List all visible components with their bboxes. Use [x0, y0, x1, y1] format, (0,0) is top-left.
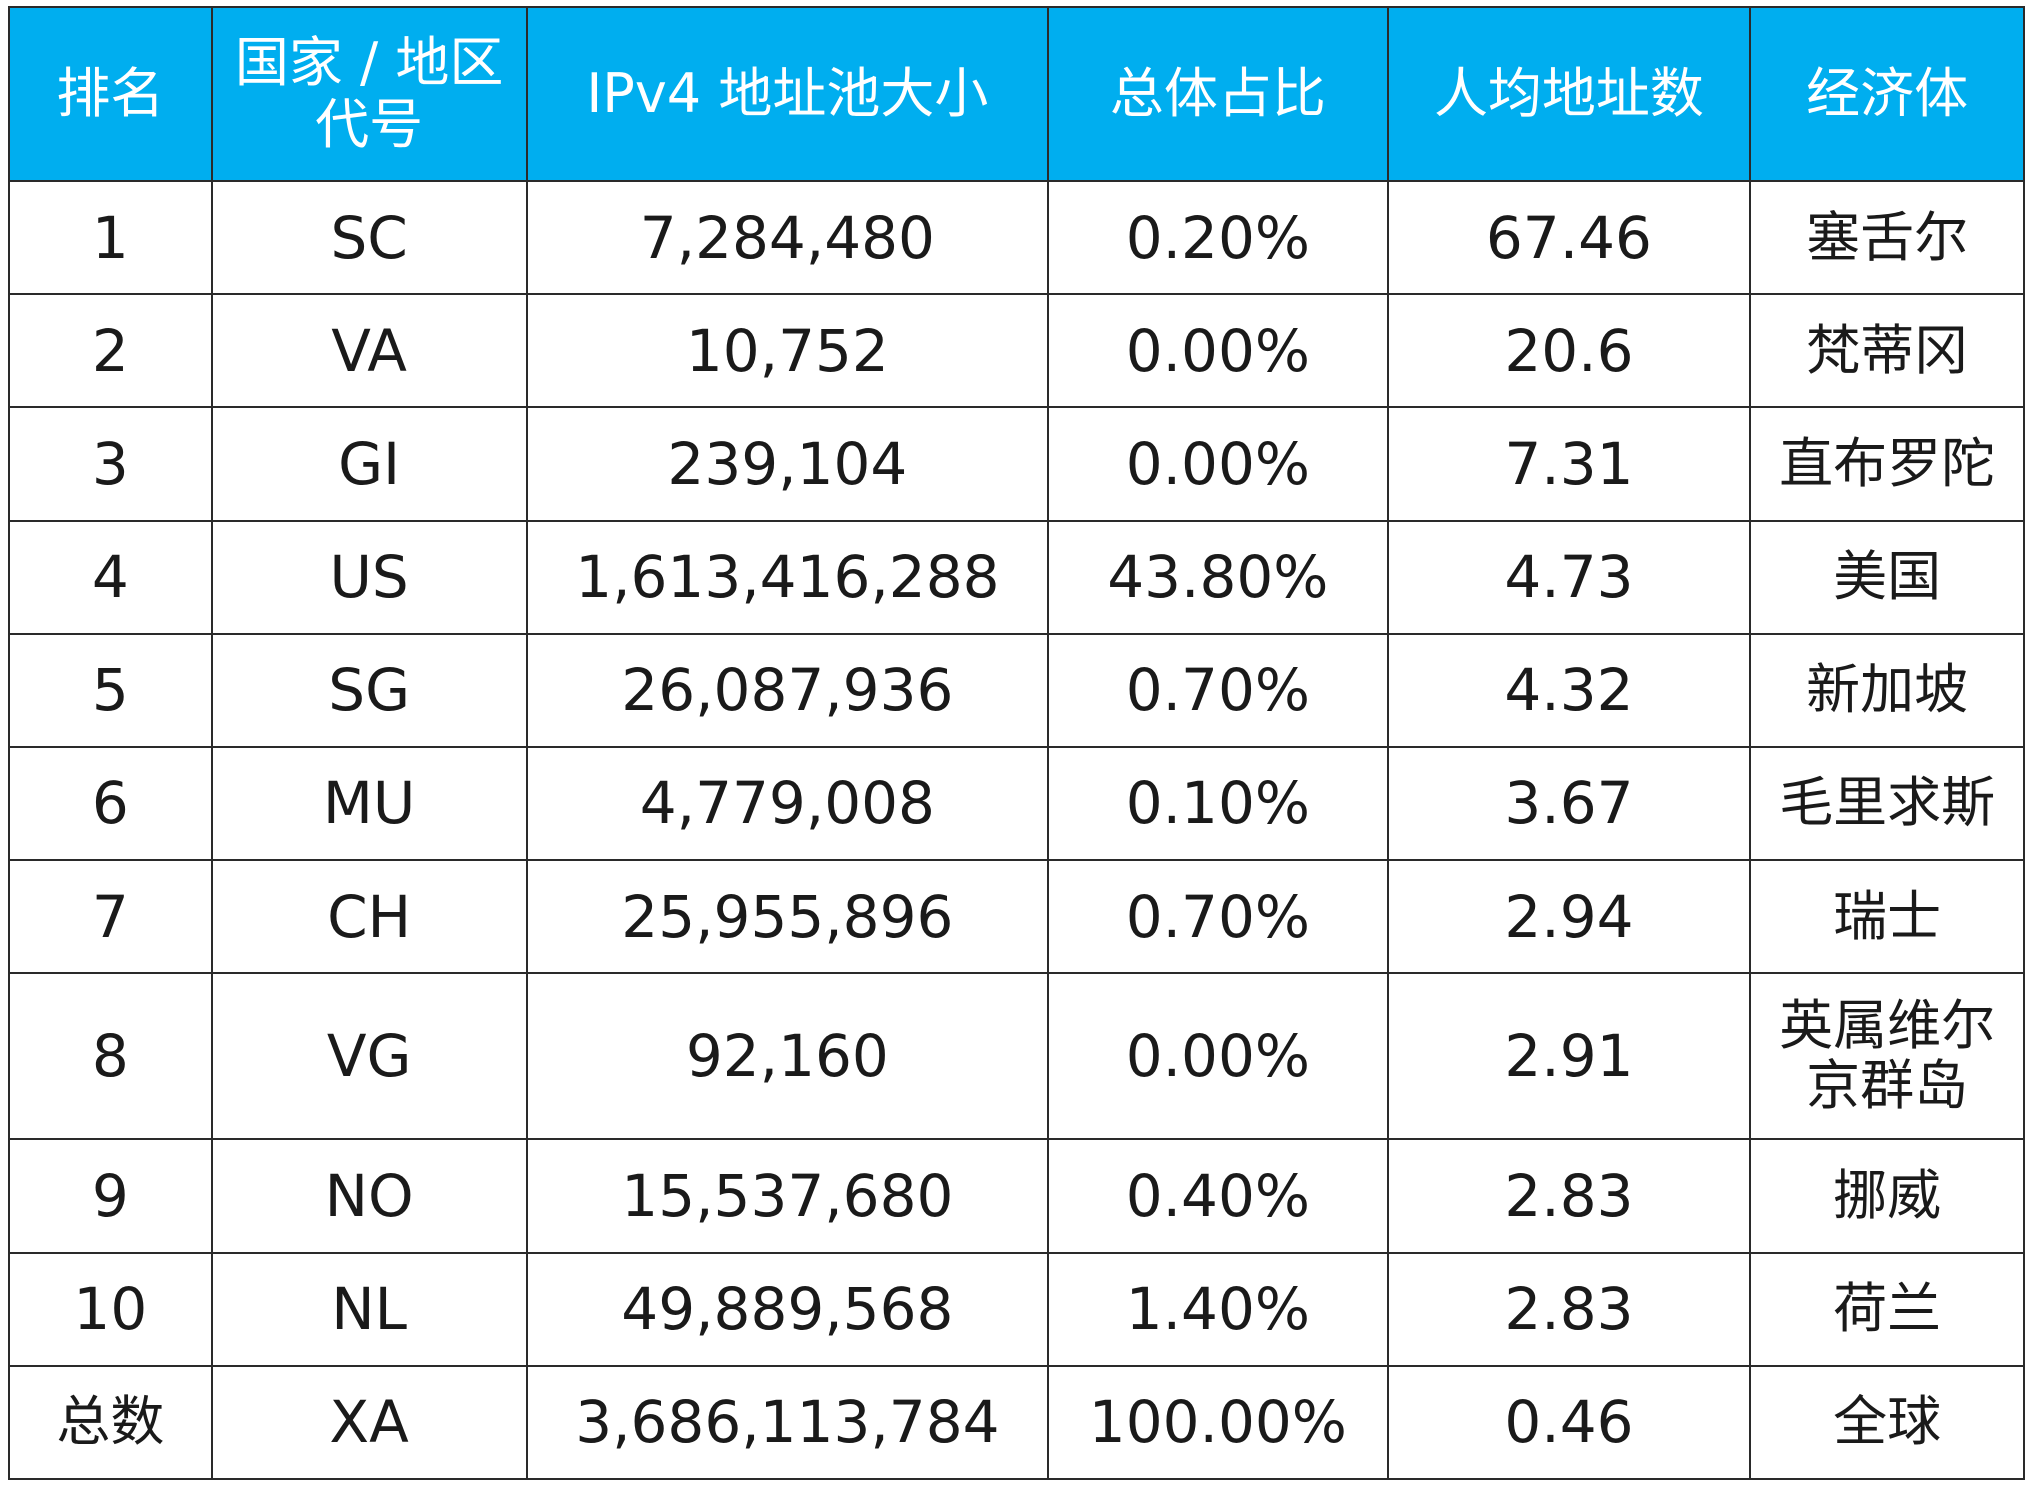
table-row: 9 NO 15,537,680 0.40% 2.83 挪威 — [8, 1138, 2025, 1254]
table-row: 7 CH 25,955,896 0.70% 2.94 瑞士 — [8, 859, 2025, 975]
cell-economy: 毛里求斯 — [1749, 745, 2025, 862]
cell-code: CH — [210, 859, 528, 975]
cell-rank: 总数 — [8, 1364, 213, 1481]
cell-code: VA — [210, 293, 528, 409]
cell-rank: 10 — [8, 1251, 213, 1367]
cell-pool-size: 25,955,896 — [525, 859, 1050, 975]
cell-economy: 挪威 — [1749, 1138, 2025, 1254]
cell-rank: 3 — [8, 406, 213, 522]
cell-rank: 6 — [8, 745, 213, 862]
cell-economy: 塞舌尔 — [1749, 179, 2025, 296]
header-code: 国家 / 地区代号 — [210, 6, 528, 182]
table-row: 3 GI 239,104 0.00% 7.31 直布罗陀 — [8, 406, 2025, 522]
cell-code: NO — [210, 1138, 528, 1254]
table-header-row: 排名 国家 / 地区代号 IPv4 地址池大小 总体占比 人均地址数 经济体 — [8, 6, 2025, 182]
cell-share: 0.70% — [1047, 632, 1389, 748]
cell-economy: 瑞士 — [1749, 859, 2025, 975]
cell-per-capita: 7.31 — [1386, 406, 1752, 522]
ipv4-ranking-table-wrap: 排名 国家 / 地区代号 IPv4 地址池大小 总体占比 人均地址数 经济体 1… — [8, 6, 2025, 1481]
cell-code: NL — [210, 1251, 528, 1367]
cell-pool-size: 92,160 — [525, 972, 1050, 1141]
cell-rank: 2 — [8, 293, 213, 409]
cell-code: XA — [210, 1364, 528, 1481]
cell-rank: 5 — [8, 632, 213, 748]
ipv4-ranking-table: 排名 国家 / 地区代号 IPv4 地址池大小 总体占比 人均地址数 经济体 1… — [8, 6, 2025, 1481]
table-row: 总数 XA 3,686,113,784 100.00% 0.46 全球 — [8, 1364, 2025, 1481]
cell-economy: 英属维尔京群岛 — [1749, 972, 2025, 1141]
cell-per-capita: 67.46 — [1386, 179, 1752, 296]
table-row: 1 SC 7,284,480 0.20% 67.46 塞舌尔 — [8, 179, 2025, 296]
cell-share: 100.00% — [1047, 1364, 1389, 1481]
header-economy: 经济体 — [1749, 6, 2025, 182]
cell-per-capita: 0.46 — [1386, 1364, 1752, 1481]
cell-share: 0.00% — [1047, 293, 1389, 409]
table-row: 5 SG 26,087,936 0.70% 4.32 新加坡 — [8, 632, 2025, 748]
cell-pool-size: 26,087,936 — [525, 632, 1050, 748]
table-row: 4 US 1,613,416,288 43.80% 4.73 美国 — [8, 519, 2025, 635]
cell-pool-size: 10,752 — [525, 293, 1050, 409]
cell-code: GI — [210, 406, 528, 522]
cell-pool-size: 1,613,416,288 — [525, 519, 1050, 635]
cell-share: 43.80% — [1047, 519, 1389, 635]
table-body: 1 SC 7,284,480 0.20% 67.46 塞舌尔 2 VA 10,752 0.00% 2… — [8, 179, 2025, 1481]
cell-code: MU — [210, 745, 528, 862]
cell-pool-size: 3,686,113,784 — [525, 1364, 1050, 1481]
cell-share: 0.40% — [1047, 1138, 1389, 1254]
cell-pool-size: 239,104 — [525, 406, 1050, 522]
table-row: 10 NL 49,889,568 1.40% 2.83 荷兰 — [8, 1251, 2025, 1367]
cell-economy: 直布罗陀 — [1749, 406, 2025, 522]
cell-per-capita: 4.73 — [1386, 519, 1752, 635]
cell-rank: 8 — [8, 972, 213, 1141]
cell-pool-size: 15,537,680 — [525, 1138, 1050, 1254]
cell-code: US — [210, 519, 528, 635]
table-row: 2 VA 10,752 0.00% 20.6 梵蒂冈 — [8, 293, 2025, 409]
cell-pool-size: 4,779,008 — [525, 745, 1050, 862]
cell-economy: 全球 — [1749, 1364, 2025, 1481]
table-row: 6 MU 4,779,008 0.10% 3.67 毛里求斯 — [8, 745, 2025, 862]
header-rank: 排名 — [8, 6, 213, 182]
cell-per-capita: 2.94 — [1386, 859, 1752, 975]
cell-share: 1.40% — [1047, 1251, 1389, 1367]
header-per-capita: 人均地址数 — [1386, 6, 1752, 182]
header-pool-size: IPv4 地址池大小 — [525, 6, 1050, 182]
cell-pool-size: 49,889,568 — [525, 1251, 1050, 1367]
table-row: 8 VG 92,160 0.00% 2.91 英属维尔京群岛 — [8, 972, 2025, 1141]
cell-economy: 梵蒂冈 — [1749, 293, 2025, 409]
cell-per-capita: 3.67 — [1386, 745, 1752, 862]
cell-share: 0.00% — [1047, 406, 1389, 522]
cell-code: SC — [210, 179, 528, 296]
cell-per-capita: 2.83 — [1386, 1138, 1752, 1254]
cell-rank: 4 — [8, 519, 213, 635]
cell-share: 0.20% — [1047, 179, 1389, 296]
cell-rank: 7 — [8, 859, 213, 975]
cell-per-capita: 20.6 — [1386, 293, 1752, 409]
cell-economy: 美国 — [1749, 519, 2025, 635]
cell-per-capita: 2.83 — [1386, 1251, 1752, 1367]
cell-rank: 1 — [8, 179, 213, 296]
cell-economy: 新加坡 — [1749, 632, 2025, 748]
cell-code: VG — [210, 972, 528, 1141]
header-share: 总体占比 — [1047, 6, 1389, 182]
cell-share: 0.70% — [1047, 859, 1389, 975]
cell-rank: 9 — [8, 1138, 213, 1254]
cell-share: 0.00% — [1047, 972, 1389, 1141]
cell-per-capita: 4.32 — [1386, 632, 1752, 748]
cell-per-capita: 2.91 — [1386, 972, 1752, 1141]
cell-code: SG — [210, 632, 528, 748]
cell-pool-size: 7,284,480 — [525, 179, 1050, 296]
cell-share: 0.10% — [1047, 745, 1389, 862]
cell-economy: 荷兰 — [1749, 1251, 2025, 1367]
